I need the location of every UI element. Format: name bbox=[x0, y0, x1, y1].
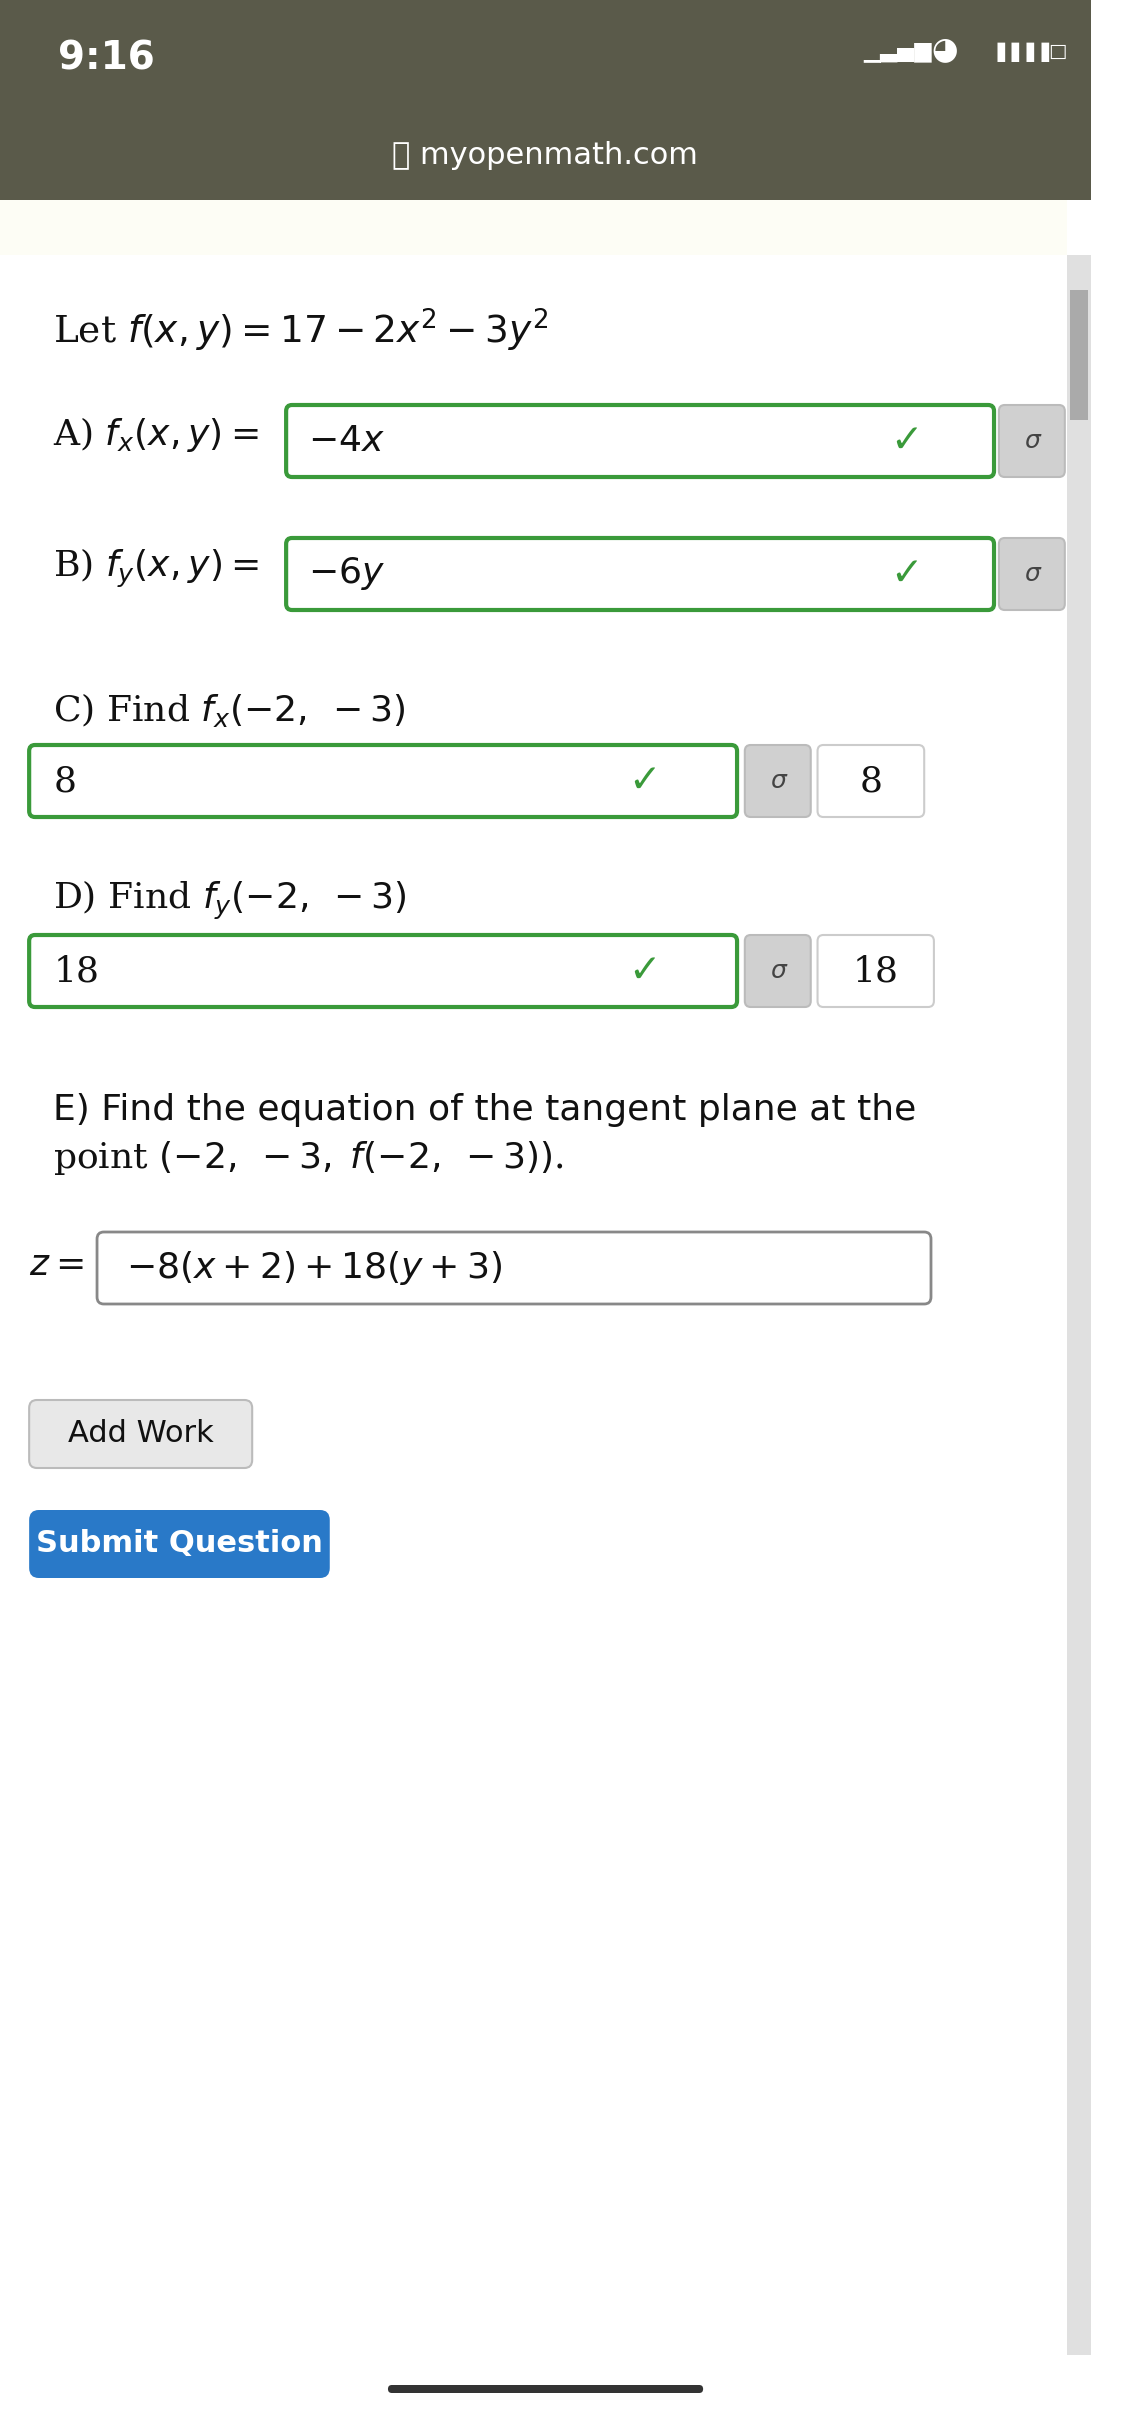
FancyBboxPatch shape bbox=[818, 745, 925, 816]
Text: B) $f_y(x, y) =$: B) $f_y(x, y) =$ bbox=[53, 546, 259, 590]
Text: ▐▐▐▐□: ▐▐▐▐□ bbox=[989, 41, 1068, 61]
Text: 18: 18 bbox=[53, 955, 99, 989]
Text: Let $f(x, y) = 17 - 2x^2 - 3y^2$: Let $f(x, y) = 17 - 2x^2 - 3y^2$ bbox=[53, 307, 549, 353]
FancyBboxPatch shape bbox=[29, 935, 737, 1006]
Text: σ: σ bbox=[770, 960, 785, 984]
FancyBboxPatch shape bbox=[286, 538, 994, 609]
Text: $-6y$: $-6y$ bbox=[308, 555, 386, 592]
FancyBboxPatch shape bbox=[745, 935, 811, 1006]
Text: 8: 8 bbox=[860, 765, 882, 799]
Text: 8: 8 bbox=[53, 765, 76, 799]
Text: A) $f_x(x, y) =$: A) $f_x(x, y) =$ bbox=[53, 417, 259, 456]
Text: ✓: ✓ bbox=[891, 421, 924, 460]
Text: D) Find $f_y( - 2, \; - 3)$: D) Find $f_y( - 2, \; - 3)$ bbox=[53, 879, 407, 921]
Text: ✓: ✓ bbox=[891, 555, 924, 592]
Bar bbox=[0, 200, 1066, 256]
Text: $z =$: $z =$ bbox=[29, 1247, 83, 1281]
FancyBboxPatch shape bbox=[388, 2385, 703, 2392]
FancyBboxPatch shape bbox=[999, 404, 1065, 477]
FancyBboxPatch shape bbox=[745, 745, 811, 816]
Text: σ: σ bbox=[1024, 429, 1040, 453]
FancyBboxPatch shape bbox=[29, 745, 737, 816]
Text: ◕: ◕ bbox=[932, 37, 957, 63]
Text: $-4x$: $-4x$ bbox=[308, 424, 386, 458]
Text: Submit Question: Submit Question bbox=[36, 1530, 323, 1559]
Text: E) Find the equation of the tangent plane at the: E) Find the equation of the tangent plan… bbox=[53, 1094, 917, 1128]
Text: σ: σ bbox=[770, 770, 785, 794]
FancyBboxPatch shape bbox=[286, 404, 994, 477]
Text: ✓: ✓ bbox=[629, 762, 662, 799]
FancyBboxPatch shape bbox=[29, 1401, 252, 1469]
FancyBboxPatch shape bbox=[29, 1510, 330, 1579]
Text: σ: σ bbox=[1024, 563, 1040, 587]
Text: point $( - 2, \; - 3, \; f( - 2, \; - 3))$.: point $( - 2, \; - 3, \; f( - 2, \; - 3)… bbox=[53, 1140, 565, 1177]
Bar bbox=[0, 0, 1091, 200]
Text: $-8(x + 2) + 18(y + 3)$: $-8(x + 2) + 18(y + 3)$ bbox=[126, 1250, 502, 1286]
Bar bbox=[1070, 290, 1088, 419]
Text: C) Find $f_x( - 2, \; - 3)$: C) Find $f_x( - 2, \; - 3)$ bbox=[53, 692, 406, 728]
Text: 9:16: 9:16 bbox=[58, 39, 155, 78]
Text: ▁▃▅▇: ▁▃▅▇ bbox=[863, 41, 932, 61]
FancyBboxPatch shape bbox=[97, 1233, 932, 1303]
Text: Add Work: Add Work bbox=[68, 1420, 214, 1449]
FancyBboxPatch shape bbox=[999, 538, 1065, 609]
Bar bbox=[0, 256, 1066, 2356]
Text: 18: 18 bbox=[853, 955, 899, 989]
Text: ⚿ myopenmath.com: ⚿ myopenmath.com bbox=[393, 141, 698, 171]
Bar bbox=[1066, 256, 1091, 2356]
Text: ✓: ✓ bbox=[629, 952, 662, 989]
FancyBboxPatch shape bbox=[818, 935, 934, 1006]
